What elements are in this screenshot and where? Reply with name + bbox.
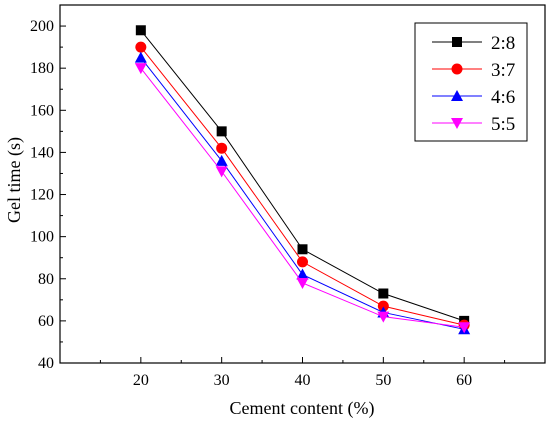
y-tick-label: 120 [30, 187, 54, 204]
data-point [297, 244, 308, 255]
x-tick-label: 60 [456, 372, 472, 389]
x-tick-label: 20 [133, 372, 149, 389]
x-tick-label: 40 [295, 372, 311, 389]
legend-label: 4:6 [491, 87, 515, 108]
legend-label: 2:8 [491, 33, 515, 54]
data-point [297, 256, 308, 268]
data-point [134, 63, 147, 75]
x-tick-label: 50 [375, 372, 391, 389]
y-tick-label: 180 [30, 60, 54, 77]
data-point [377, 311, 390, 323]
legend-marker [451, 63, 463, 75]
data-point [296, 277, 309, 289]
legend-label: 5:5 [491, 114, 515, 135]
data-point [216, 126, 227, 137]
data-point [296, 268, 309, 280]
data-point [134, 51, 147, 63]
axes: 20 30 40 50 60 40 60 80 100 120 140 160 180 200 [30, 4, 546, 389]
y-tick-label: 160 [30, 102, 54, 119]
legend-marker [451, 90, 463, 101]
x-tick-label: 30 [214, 372, 230, 389]
y-tick-label: 40 [38, 355, 54, 372]
x-axis-title: Cement content (%) [230, 398, 375, 419]
y-tick-label: 200 [30, 18, 54, 35]
data-point [215, 166, 228, 178]
legend-box [414, 22, 528, 142]
legend-marker [452, 37, 462, 47]
y-tick-label: 80 [38, 271, 54, 288]
data-point [135, 25, 146, 36]
data-point [216, 142, 228, 154]
data-point [377, 300, 389, 312]
series-5-5 [134, 63, 471, 334]
data-point [378, 288, 389, 299]
legend-label: 3:7 [491, 60, 515, 81]
y-axis-title: Gel time (s) [4, 137, 25, 223]
y-tick-label: 100 [30, 229, 54, 246]
data-point [135, 41, 147, 53]
y-tick-label: 60 [38, 313, 54, 330]
legend: 2:8 3:7 4:6 5:5 [414, 22, 528, 142]
data-point [458, 322, 471, 334]
legend-marker [451, 118, 463, 129]
y-tick-label: 140 [30, 144, 54, 161]
plot-area [134, 25, 471, 335]
data-point [215, 154, 228, 166]
